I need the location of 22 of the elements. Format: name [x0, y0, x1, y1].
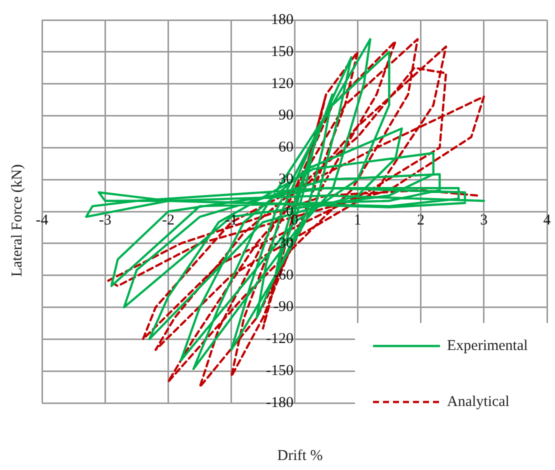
x-tick-label: -3: [98, 212, 112, 228]
x-tick-label: -4: [36, 212, 49, 228]
x-tick-label: 4: [543, 212, 552, 228]
y-tick-label: -90: [274, 299, 294, 316]
y-tick-label: 90: [278, 108, 294, 124]
y-tick-label: 180: [271, 12, 294, 28]
x-tick-label: -2: [162, 212, 174, 228]
y-tick-label: 150: [271, 44, 294, 60]
x-tick-label: 3: [480, 212, 488, 228]
x-axis-title: Drift %: [276, 448, 324, 465]
y-tick-label: 60: [278, 140, 294, 156]
y-tick-label: 120: [271, 76, 294, 92]
x-tick-label: 1: [354, 212, 362, 228]
x-tick-label: -1: [225, 212, 238, 228]
legend-label: Analytical: [447, 394, 510, 410]
y-tick-label: -150: [266, 363, 294, 380]
y-axis-title: Lateral Force (kN): [10, 163, 26, 279]
y-tick-label: -120: [266, 331, 294, 348]
x-tick-label: 2: [417, 212, 424, 228]
y-tick-label: -180: [266, 394, 294, 411]
legend-label: Experimental: [447, 338, 528, 354]
y-tick-label: 30: [278, 172, 294, 188]
